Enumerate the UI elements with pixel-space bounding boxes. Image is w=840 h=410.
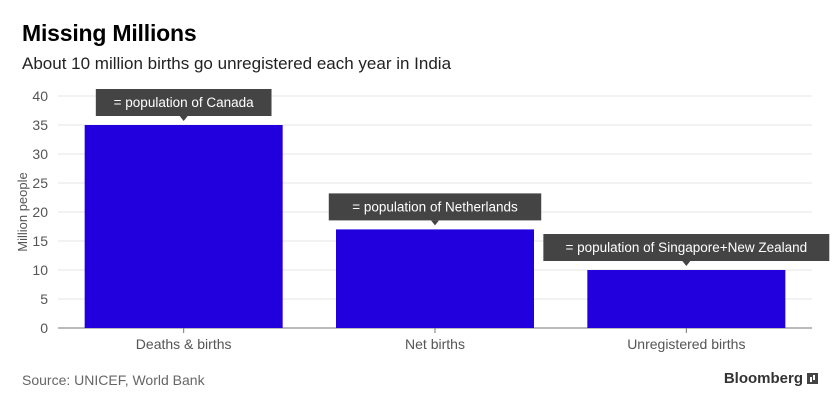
annotation-label: = population of Canada (114, 95, 254, 110)
annotation-box (95, 89, 272, 116)
bar (84, 125, 283, 328)
y-tick-label: 30 (32, 146, 48, 162)
annotation-label: = population of Singapore+New Zealand (565, 240, 807, 255)
y-tick-label: 0 (40, 320, 48, 336)
source-note: Source: UNICEF, World Bank (22, 372, 205, 388)
y-tick-label: 40 (32, 88, 48, 104)
annotation-pointer (179, 116, 188, 121)
y-axis-label: Million people (15, 172, 30, 252)
annotation-pointer (431, 220, 439, 226)
brand-logo: Bloomberg (724, 370, 818, 387)
annotation-pointer (682, 261, 691, 266)
brand-name: Bloomberg (723, 370, 803, 387)
y-tick-label: 10 (32, 262, 48, 278)
x-tick-label: Unregistered births (627, 336, 745, 352)
annotation-label: = population of Netherlands (352, 199, 518, 214)
chart-title: Missing Millions (22, 20, 197, 46)
bloomberg-chart-icon (807, 373, 818, 384)
y-tick-label: 25 (32, 175, 48, 191)
x-tick-label: Net births (405, 336, 465, 352)
y-tick-label: 15 (32, 233, 48, 249)
annotation-box (328, 193, 542, 221)
bar (336, 229, 534, 328)
y-tick-label: 20 (32, 204, 48, 220)
y-tick-label: 35 (32, 117, 48, 133)
bar (587, 270, 786, 328)
chart-subtitle: About 10 million births go unregistered … (22, 54, 452, 73)
y-tick-label: 5 (40, 291, 48, 307)
annotation-box (543, 234, 830, 261)
x-tick-label: Deaths & births (136, 336, 232, 352)
